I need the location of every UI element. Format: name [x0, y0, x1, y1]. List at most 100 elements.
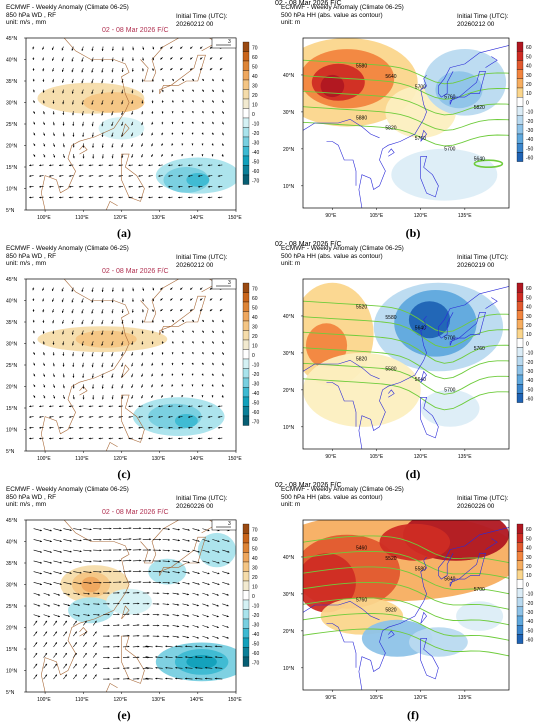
colorbar-swatch — [517, 292, 523, 301]
colorbar-label: -30 — [252, 623, 259, 629]
contour-label: 5520 — [385, 556, 396, 562]
colorbar-swatch — [517, 579, 523, 588]
initial-time-line: Initial Time (UTC): — [457, 254, 508, 262]
initial-time-line: Initial Time (UTC): — [176, 495, 227, 503]
panel-title: ECMWF - Weekly Anomaly (Climate 06-25)50… — [281, 4, 404, 27]
geopotential-anomaly-plot: 546055205580564057005760582040°N30°N20°N… — [279, 516, 545, 706]
colorbar-swatch — [243, 378, 249, 388]
contour-label: 5880 — [356, 115, 367, 121]
colorbar-label: 0 — [252, 112, 255, 118]
colorbar-label: 50 — [526, 54, 532, 60]
panel-caption: (d) — [393, 467, 433, 482]
forecast-period: 02 - 08 Mar 2026 F/C — [275, 241, 342, 248]
initial-time-line: 20260219 00 — [457, 262, 508, 270]
colorbar-label: 10 — [252, 585, 258, 591]
contour-label: 5700 — [444, 387, 455, 393]
colorbar-label: -10 — [526, 592, 533, 598]
lon-label: 135°E — [458, 454, 472, 460]
colorbar-swatch — [517, 116, 523, 125]
lat-label: 20°N — [6, 144, 18, 150]
colorbar-swatch — [517, 607, 523, 616]
lat-label: 5°N — [6, 449, 15, 455]
forecast-period: 02 - 08 Mar 2026 F/C — [102, 268, 169, 275]
lat-label: 40°N — [283, 314, 295, 320]
lon-label: 135°E — [458, 695, 472, 701]
colorbar-swatch — [517, 375, 523, 384]
colorbar-swatch — [243, 175, 249, 185]
colorbar-swatch — [243, 42, 249, 52]
colorbar-label: -20 — [526, 360, 533, 366]
title-line: unit: m — [281, 501, 404, 509]
lat-label: 30°N — [283, 110, 295, 116]
initial-time-line: 20260212 00 — [176, 21, 227, 29]
colorbar-label: 30 — [526, 73, 532, 79]
colorbar-swatch — [517, 125, 523, 134]
lon-label: 100°E — [37, 456, 51, 462]
colorbar-swatch — [243, 80, 249, 90]
lon-label: 90°E — [325, 454, 337, 460]
colorbar-swatch — [243, 524, 249, 534]
colorbar-swatch — [243, 166, 249, 176]
colorbar-label: -50 — [252, 642, 259, 648]
contour-label: 5640 — [474, 157, 485, 163]
title-line: 850 hPa WD , RF — [6, 494, 129, 502]
colorbar-label: 40 — [252, 74, 258, 80]
initial-time: Initial Time (UTC):20260212 00 — [176, 13, 227, 28]
colorbar-label: 70 — [252, 287, 258, 293]
colorbar-label: -40 — [252, 150, 259, 156]
initial-time-line: Initial Time (UTC): — [457, 495, 508, 503]
colorbar-swatch — [243, 109, 249, 119]
title-line: ECMWF - Weekly Anomaly (Climate 06-25) — [6, 245, 129, 253]
colorbar-swatch — [243, 610, 249, 620]
colorbar-label: -40 — [252, 632, 259, 638]
contour-label: 5460 — [356, 546, 367, 552]
colorbar-label: 50 — [252, 306, 258, 312]
lon-label: 110°E — [75, 456, 89, 462]
colorbar-swatch — [243, 331, 249, 341]
contour-label: 5820 — [385, 608, 396, 614]
contour-label: 5580 — [356, 64, 367, 70]
initial-time: Initial Time (UTC):20260212 00 — [176, 254, 227, 269]
lon-label: 100°E — [37, 697, 51, 703]
colorbar-label: 40 — [526, 546, 532, 552]
colorbar-swatch — [243, 340, 249, 350]
contour-label: 5760 — [444, 95, 455, 101]
lat-label: 35°N — [6, 561, 18, 567]
colorbar-label: 20 — [526, 82, 532, 88]
colorbar-swatch — [517, 357, 523, 366]
colorbar-label: -10 — [252, 604, 259, 610]
contour-label: 5700 — [444, 146, 455, 152]
lon-label: 120°E — [414, 695, 428, 701]
lon-label: 140°E — [190, 456, 204, 462]
colorbar-swatch — [517, 338, 523, 347]
lat-label: 20°N — [6, 385, 18, 391]
colorbar-swatch — [243, 302, 249, 312]
lat-label: 25°N — [6, 122, 18, 128]
reference-vector: 3 — [212, 38, 236, 48]
colorbar-label: 20 — [526, 564, 532, 570]
lat-label: 40°N — [6, 540, 18, 546]
title-line: unit: m/s , mm — [6, 19, 129, 27]
contour-label: 5580 — [385, 367, 396, 373]
colorbar-label: -50 — [252, 401, 259, 407]
colorbar-label: -30 — [526, 128, 533, 134]
colorbar-label: -60 — [526, 638, 533, 644]
contour-label: 5820 — [385, 126, 396, 132]
panel-caption: (a) — [104, 226, 144, 241]
colorbar-label: -10 — [526, 110, 533, 116]
lon-label: 110°E — [75, 215, 89, 221]
colorbar-label: -30 — [252, 382, 259, 388]
colorbar-swatch — [243, 619, 249, 629]
colorbar-swatch — [243, 90, 249, 100]
colorbar-swatch — [243, 397, 249, 407]
colorbar-swatch — [243, 534, 249, 544]
forecast-period: 02 - 08 Mar 2026 F/C — [102, 509, 169, 516]
colorbar-swatch — [243, 350, 249, 360]
reference-vector-label: 3 — [228, 39, 231, 45]
contour-label: 5700 — [474, 587, 485, 593]
lon-label: 150°E — [228, 456, 242, 462]
lat-label: 20°N — [283, 388, 295, 394]
lat-label: 25°N — [6, 604, 18, 610]
panel-title: ECMWF - Weekly Anomaly (Climate 06-25)50… — [281, 245, 404, 268]
reference-vector: 3 — [212, 279, 236, 289]
